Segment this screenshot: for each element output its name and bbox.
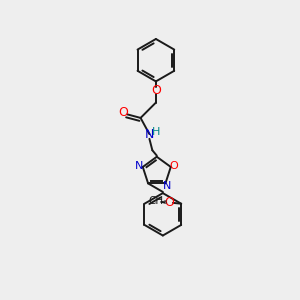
Text: N: N xyxy=(145,128,154,141)
Text: N: N xyxy=(163,181,171,191)
Text: O: O xyxy=(169,161,178,171)
Text: H: H xyxy=(152,127,160,137)
Text: CH₃: CH₃ xyxy=(148,196,168,206)
Text: O: O xyxy=(151,84,161,97)
Text: O: O xyxy=(118,106,128,119)
Text: N: N xyxy=(135,161,143,171)
Text: O: O xyxy=(164,196,174,209)
